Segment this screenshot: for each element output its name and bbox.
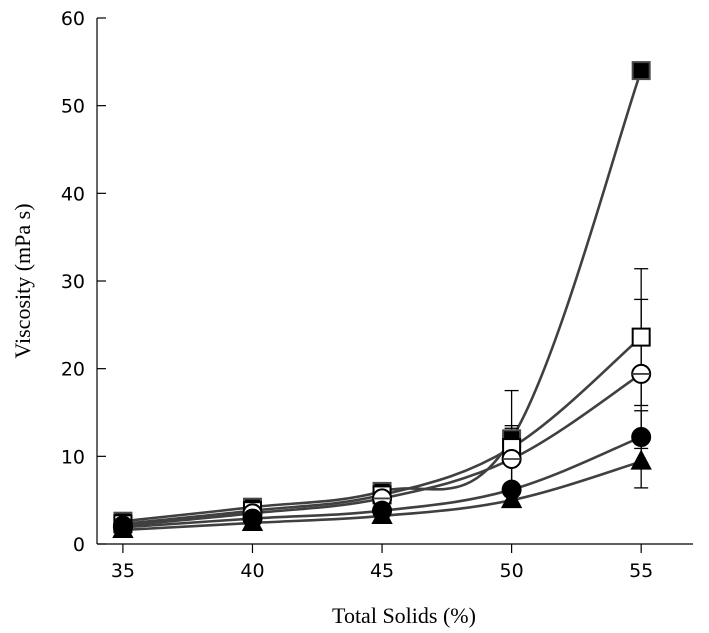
y-tick-label: 40 <box>61 183 85 205</box>
y-tick-label: 10 <box>61 446 85 468</box>
marker-filled-triangle <box>241 510 264 531</box>
x-tick-label: 35 <box>111 560 135 582</box>
axes <box>96 17 693 553</box>
x-axis-title: Total Solids (%) <box>332 603 476 628</box>
tick-labels: 0 10 20 30 40 50 60 35 40 45 50 55 <box>61 8 653 582</box>
x-tick-label: 45 <box>370 560 394 582</box>
marker-filled-square <box>631 61 651 81</box>
y-tick-label: 20 <box>61 359 85 381</box>
series-lines <box>122 70 643 532</box>
x-tick-label: 50 <box>500 560 524 582</box>
y-tick-label: 50 <box>61 96 85 118</box>
x-tick-label: 55 <box>629 560 653 582</box>
marker-filled-triangle <box>500 488 523 509</box>
y-axis-title: Viscosity (mPa s) <box>10 203 35 358</box>
y-tick-label: 30 <box>61 271 85 293</box>
marker-filled-circle <box>631 427 652 448</box>
x-tick-label: 40 <box>240 560 264 582</box>
marker-filled-triangle <box>112 517 134 538</box>
series-line-filled-square <box>122 70 643 523</box>
marker-filled-triangle <box>371 503 393 524</box>
marker-open-square <box>631 327 651 347</box>
marker-filled-triangle <box>630 449 652 470</box>
y-tick-label: 60 <box>61 8 85 30</box>
series-markers <box>112 61 652 538</box>
y-tick-label: 0 <box>73 534 85 556</box>
